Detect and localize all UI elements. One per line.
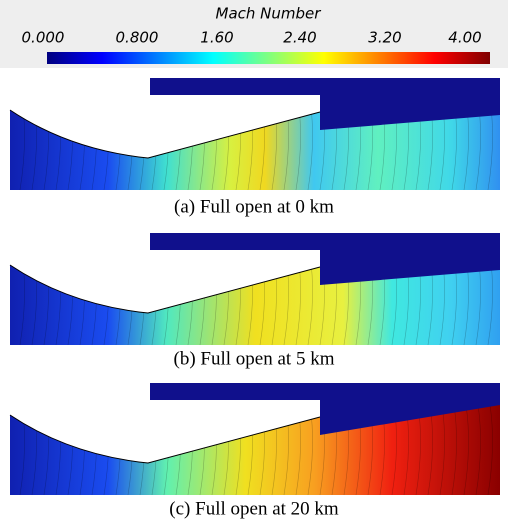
contour-plot <box>0 375 500 495</box>
colorbar <box>47 52 490 64</box>
colorbar-tick-label: 2.40 <box>283 29 316 47</box>
caption: (a) Full open at 0 km <box>174 196 334 217</box>
colorbar-tick-label: 4.00 <box>448 29 481 47</box>
caption: (c) Full open at 20 km <box>169 498 339 519</box>
colorbar-title: Mach Number <box>216 5 322 23</box>
bottom-mask <box>0 337 10 345</box>
contour-plot <box>0 70 500 190</box>
bottom-mask <box>0 182 10 190</box>
figure-canvas: Mach Number 0.000 0.800 1.60 2.40 3.20 4.00 (… <box>0 0 508 527</box>
figure: Mach Number 0.000 0.800 1.60 2.40 3.20 4.00 (… <box>0 0 508 527</box>
colorbar-tick-label: 3.20 <box>368 29 401 47</box>
bottom-mask <box>0 487 10 495</box>
caption: (b) Full open at 5 km <box>174 348 335 369</box>
contour-plot <box>0 225 500 345</box>
colorbar-tick-label: 0.800 <box>116 29 159 47</box>
colorbar-tick-label: 0.000 <box>22 29 65 47</box>
colorbar-tick-label: 1.60 <box>200 29 233 47</box>
